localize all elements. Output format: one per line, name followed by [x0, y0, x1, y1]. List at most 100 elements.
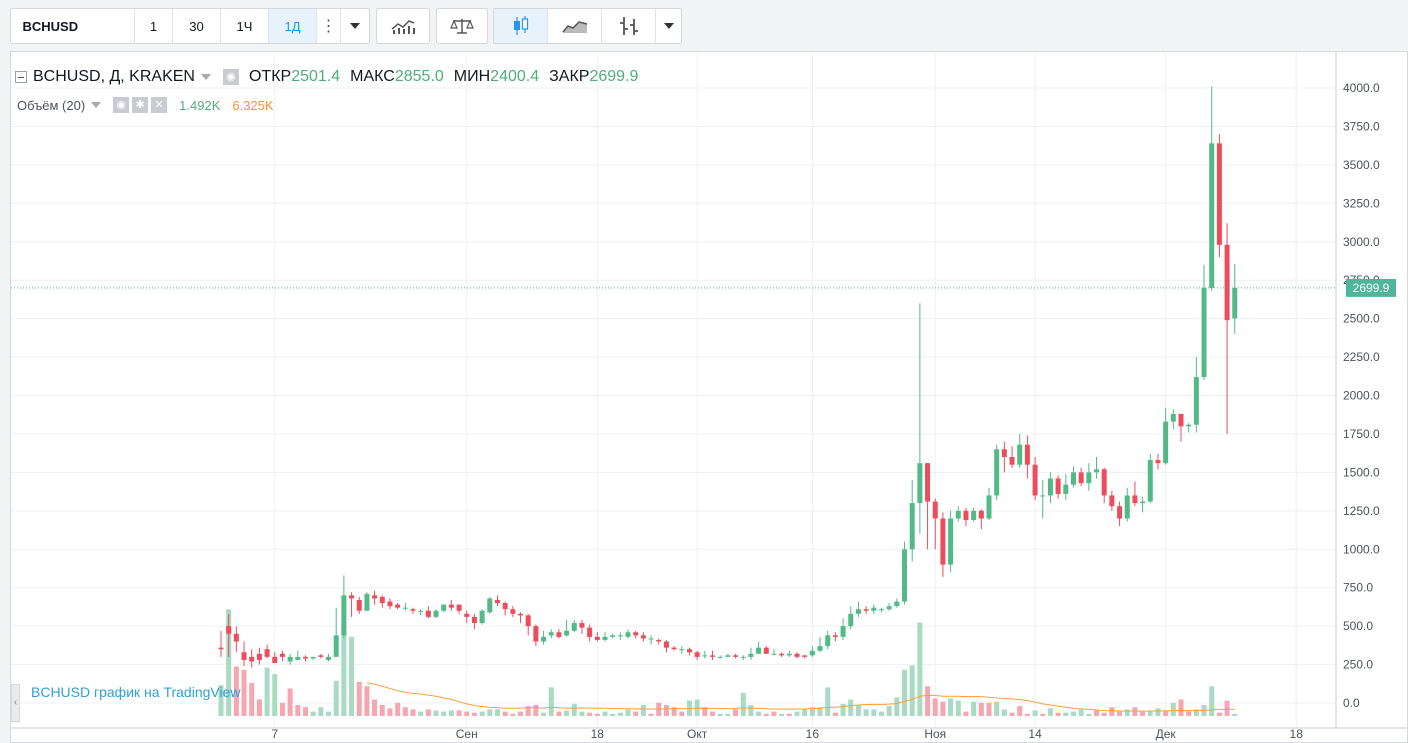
volume-bar: [1055, 712, 1061, 716]
volume-bar: [341, 625, 347, 716]
series-dropdown-icon[interactable]: [200, 74, 211, 80]
candle-body: [464, 613, 470, 617]
volume-bar: [256, 699, 262, 716]
volume-bar: [1101, 712, 1107, 716]
candle-body: [318, 655, 324, 657]
candle-body: [1201, 287, 1207, 378]
area-style-button[interactable]: [548, 9, 602, 43]
volume-bar: [763, 713, 769, 716]
candle-body: [226, 626, 232, 634]
volume-bar: [1009, 712, 1015, 716]
volume-title[interactable]: Объём (20): [17, 97, 86, 113]
volume-bar: [364, 686, 370, 716]
y-tick-label: 250.0: [1343, 658, 1373, 672]
volume-bar: [779, 713, 785, 716]
interval-1m-button[interactable]: 1: [135, 9, 173, 43]
scroll-left-handle[interactable]: ‹: [11, 684, 20, 722]
volume-bar: [717, 713, 723, 716]
volume-bar: [671, 707, 677, 716]
volume-bar: [971, 701, 977, 716]
volume-bar: [241, 669, 247, 716]
candle-body: [863, 609, 869, 611]
candle-body: [978, 510, 984, 519]
interval-1d-button[interactable]: 1Д: [269, 9, 317, 43]
gear-icon[interactable]: ✱: [132, 97, 149, 113]
more-intervals-icon[interactable]: ⋮: [317, 9, 341, 43]
symbol-interval-group: 1 30 1Ч 1Д ⋮: [10, 8, 370, 44]
compare-group: [436, 8, 488, 44]
candle-body: [1009, 457, 1015, 465]
symbol-input[interactable]: [12, 8, 133, 44]
candle-body: [1209, 143, 1215, 288]
chart-panel[interactable]: 4000.03750.03500.03250.03000.02750.02500…: [10, 51, 1408, 743]
volume-bar: [633, 711, 639, 716]
tradingview-watermark[interactable]: BCHUSD график на TradingView: [31, 684, 241, 700]
interval-30m-button[interactable]: 30: [173, 9, 221, 43]
candle-body: [740, 656, 746, 658]
symbol-search[interactable]: [11, 8, 135, 44]
volume-bar: [571, 703, 577, 716]
candle-body: [610, 635, 616, 637]
candle-body: [602, 636, 608, 640]
style-dropdown-button[interactable]: [656, 9, 681, 43]
volume-bar: [1047, 708, 1053, 716]
series-title[interactable]: BCHUSD, Д, KRAKEN: [33, 68, 195, 85]
candle-body: [541, 636, 547, 642]
x-tick-label: Дек: [1156, 727, 1177, 741]
volume-bar: [710, 711, 716, 716]
candle-body: [249, 656, 255, 662]
candle-body: [955, 510, 961, 519]
x-tick-label: 18: [1290, 727, 1304, 741]
interval-1h-button[interactable]: 1Ч: [221, 9, 269, 43]
close-icon[interactable]: ✕: [151, 97, 168, 113]
volume-bar: [218, 685, 224, 716]
toolbar: 1 30 1Ч 1Д ⋮: [0, 0, 1408, 50]
candle-body: [233, 633, 239, 642]
interval-dropdown-button[interactable]: [341, 9, 369, 43]
candle-body: [1001, 449, 1007, 457]
volume-bar: [617, 712, 623, 716]
volume-bar: [326, 711, 332, 716]
candle-body: [1040, 495, 1046, 497]
collapse-legend-icon[interactable]: [15, 71, 27, 83]
volume-bar: [448, 710, 454, 716]
candle-body: [548, 632, 554, 636]
volume-bar: [510, 713, 516, 716]
volume-bar: [556, 711, 562, 716]
volume-bar: [502, 711, 508, 716]
price-chart[interactable]: 4000.03750.03500.03250.03000.02750.02500…: [11, 52, 1407, 742]
volume-bar: [487, 709, 493, 716]
volume-bar: [625, 709, 631, 716]
compare-button[interactable]: [437, 9, 487, 43]
candle-body: [702, 655, 708, 657]
candle-body: [1078, 472, 1084, 484]
volume-bar: [1224, 700, 1230, 716]
candle-body: [809, 650, 815, 656]
candle-body: [571, 623, 577, 631]
candle-body: [817, 646, 823, 651]
candle-body: [625, 632, 631, 637]
volume-bar: [925, 686, 931, 716]
volume-bar: [226, 609, 232, 716]
volume-bar: [456, 710, 462, 716]
candle-body: [1117, 506, 1123, 519]
eye-icon[interactable]: ◉: [113, 97, 130, 113]
volume-bar: [1216, 712, 1222, 716]
eye-icon[interactable]: ◉: [222, 69, 239, 85]
candle-body: [310, 656, 316, 659]
candle-body: [748, 653, 754, 657]
candles-style-button[interactable]: [494, 9, 548, 43]
candle-body: [694, 652, 700, 657]
volume-dropdown-icon[interactable]: [91, 102, 102, 108]
indicators-button[interactable]: [377, 9, 429, 43]
y-tick-label: 2250.0: [1343, 350, 1380, 364]
candle-body: [717, 656, 723, 658]
volume-bar: [994, 701, 1000, 716]
candle-body: [971, 510, 977, 521]
volume-bar: [978, 702, 984, 716]
candle-body: [1086, 472, 1092, 484]
bars-style-button[interactable]: [602, 9, 656, 43]
x-tick-label: 7: [271, 727, 278, 741]
candle-body: [648, 638, 654, 640]
volume-bar: [948, 698, 954, 716]
